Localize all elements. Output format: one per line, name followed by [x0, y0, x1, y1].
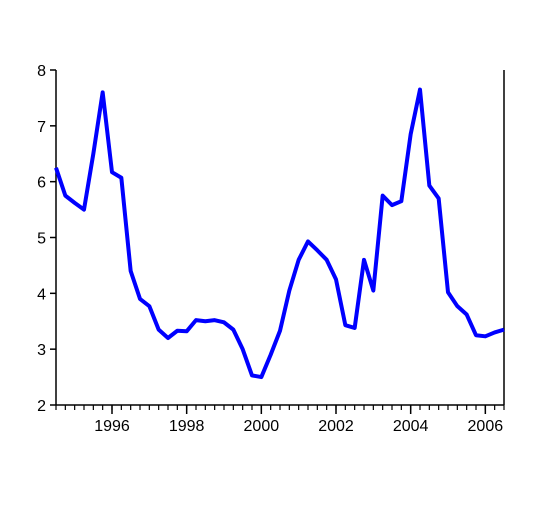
x-tick-label: 2002 [318, 418, 354, 435]
x-tick-label: 2004 [393, 418, 429, 435]
y-tick-label: 6 [37, 175, 46, 192]
y-tick-label: 2 [37, 398, 46, 415]
y-tick-label: 8 [37, 63, 46, 80]
y-tick-label: 5 [37, 231, 46, 248]
line-series [54, 87, 505, 380]
y-tick-label: 3 [37, 342, 46, 359]
x-tick-label: 2000 [244, 418, 280, 435]
x-tick-label: 1998 [169, 418, 205, 435]
y-tick-label: 4 [37, 286, 46, 303]
x-tick-label: 2006 [468, 418, 504, 435]
y-tick-label: 7 [37, 119, 46, 136]
x-tick-label: 1996 [94, 418, 130, 435]
